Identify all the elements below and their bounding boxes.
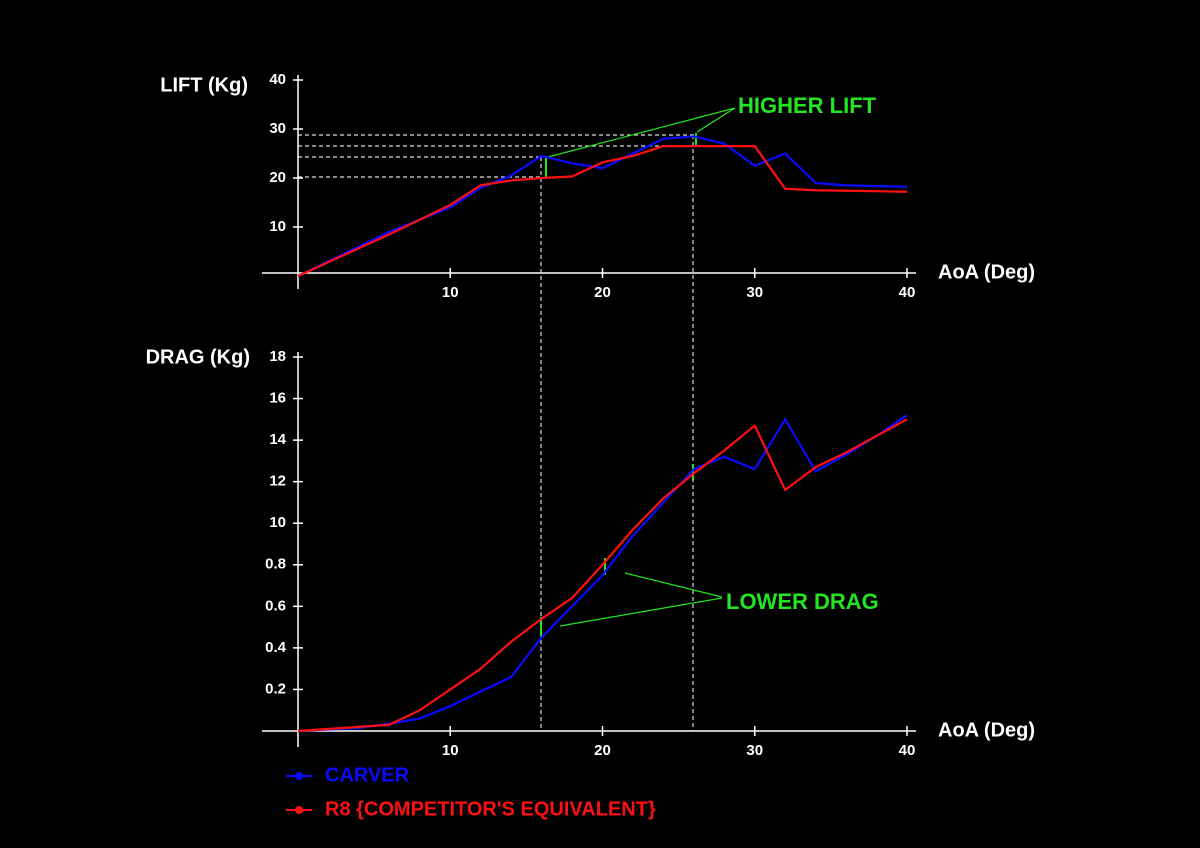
line-series [297, 414, 908, 733]
x-tick-label: 10 [442, 284, 459, 301]
x-tick-label: 20 [594, 742, 611, 759]
y-tick-label: 30 [269, 120, 286, 137]
y-tick-label: 0.4 [265, 639, 287, 656]
x-tick-label: 20 [594, 284, 611, 301]
y-tick-label: 10 [269, 218, 286, 235]
x-tick-label: 30 [746, 284, 763, 301]
y-tick-label: 10 [269, 514, 286, 531]
legend-dot [295, 772, 303, 780]
y-tick-label: 18 [269, 348, 286, 365]
y-tick-label: 0.6 [265, 597, 286, 614]
y-tick-label: 0.8 [265, 556, 286, 573]
annotation: HIGHER LIFT [738, 93, 877, 118]
x-tick-label: 10 [442, 742, 459, 759]
x-axis-label: AoA (Deg) [938, 261, 1035, 283]
y-tick-label: 16 [269, 390, 286, 407]
line-series [297, 135, 908, 277]
x-tick-label: 40 [899, 284, 916, 301]
y-tick-label: 40 [269, 71, 286, 88]
legend-label: R8 {COMPETITOR'S EQUIVALENT} [325, 798, 656, 820]
legend-dot [295, 806, 303, 814]
legend-label: CARVER [325, 764, 410, 786]
line-series [297, 145, 908, 278]
y-tick-label: 14 [269, 431, 286, 448]
y-tick-label: 12 [269, 473, 286, 490]
x-tick-label: 30 [746, 742, 763, 759]
y-tick-label: 20 [269, 169, 286, 186]
line-series [297, 418, 908, 733]
y-axis-label: LIFT (Kg) [160, 74, 248, 96]
y-tick-label: 0.2 [265, 680, 286, 697]
x-axis-label: AoA (Deg) [938, 719, 1035, 741]
y-axis-label: DRAG (Kg) [146, 346, 250, 368]
x-tick-label: 40 [899, 742, 916, 759]
annotation: LOWER DRAG [726, 589, 879, 614]
